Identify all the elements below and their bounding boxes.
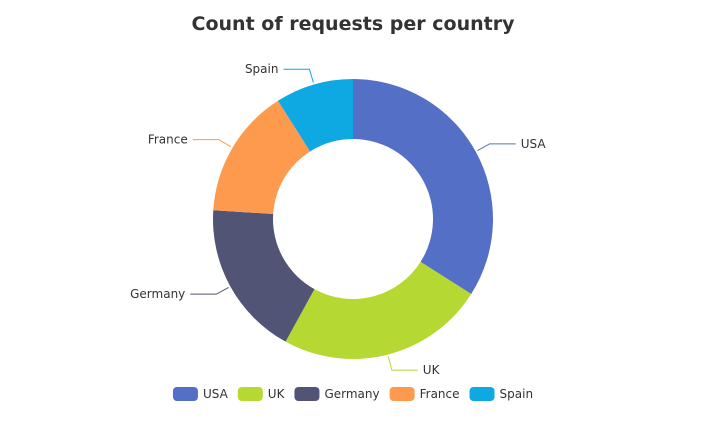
legend-swatch-spain [469,387,495,401]
pie-slice-france [213,100,311,214]
slice-leader-lines [190,68,516,371]
slice-label-spain: Spain [245,62,279,76]
legend-label-france: France [420,387,460,401]
legend-label-germany: Germany [324,387,379,401]
leader-line-usa [477,143,516,152]
legend: USA UK Germany France Spain [172,387,534,401]
slice-labels: USA UK Germany France Spain [130,62,546,377]
legend-swatch-usa [172,387,198,401]
legend-item-uk[interactable]: UK [237,387,286,401]
leader-line-france [192,139,232,148]
pie-slice-usa [353,79,493,295]
slice-label-germany: Germany [130,287,185,301]
legend-swatch-france [389,387,415,401]
leader-line-germany [190,286,229,295]
legend-label-uk: UK [268,387,286,401]
legend-item-germany[interactable]: Germany [294,387,380,401]
legend-item-usa[interactable]: USA [172,387,229,401]
pie-slices [213,79,493,359]
leader-line-uk [387,356,418,371]
slice-label-usa: USA [521,137,547,151]
legend-item-france[interactable]: France [389,387,460,401]
pie-slice-spain [277,79,353,152]
legend-swatch-uk [237,387,263,401]
slice-label-france: France [148,133,188,147]
leader-line-spain [283,68,314,83]
legend-swatch-germany [294,387,320,401]
slice-label-uk: UK [423,363,441,377]
legend-label-usa: USA [203,387,229,401]
chart-title: Count of requests per country [192,13,516,35]
pie-slice-uk [285,261,472,359]
legend-label-spain: Spain [500,387,534,401]
legend-item-spain[interactable]: Spain [469,387,534,401]
pie-slice-germany [213,210,315,342]
